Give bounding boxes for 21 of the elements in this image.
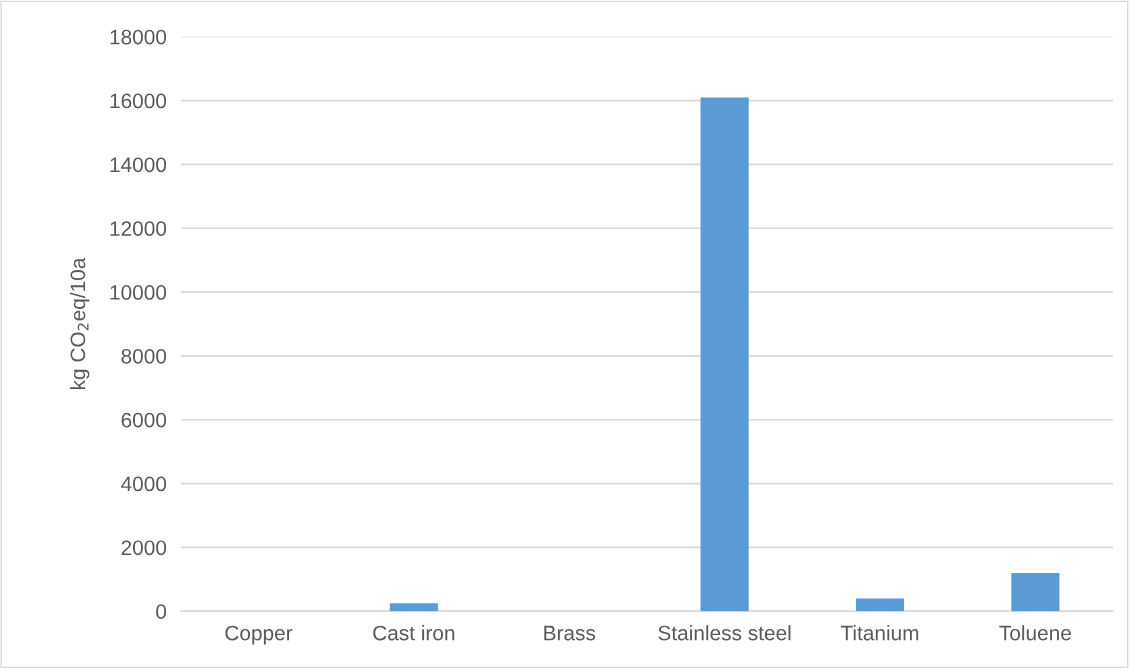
y-tick-label: 12000: [110, 221, 167, 236]
x-tick-label: Copper: [225, 625, 293, 645]
bar: [389, 603, 438, 612]
y-tick-label: 0: [156, 604, 167, 619]
x-tick-label: Stainless steel: [658, 625, 791, 641]
bar: [700, 97, 749, 612]
bar: [1011, 572, 1060, 612]
bar: [855, 598, 905, 612]
x-tick-label: Toluene: [999, 625, 1071, 641]
x-tick-label: Brass: [544, 625, 596, 641]
y-tick-label: 18000: [110, 29, 167, 45]
x-tick-label: Cast iron: [373, 625, 455, 641]
y-tick-label: 2000: [121, 540, 167, 556]
y-axis-title: kg CO$_{2}$eq/10a: [69, 257, 90, 390]
y-tick-label: 14000: [110, 157, 167, 173]
y-tick-label: 16000: [110, 93, 167, 109]
y-tick-label: 8000: [121, 348, 167, 364]
x-tick-label: Titanium: [840, 625, 919, 641]
y-tick-label: 4000: [121, 476, 167, 492]
y-tick-label: 10000: [110, 285, 167, 300]
y-tick-label: 6000: [121, 412, 167, 428]
